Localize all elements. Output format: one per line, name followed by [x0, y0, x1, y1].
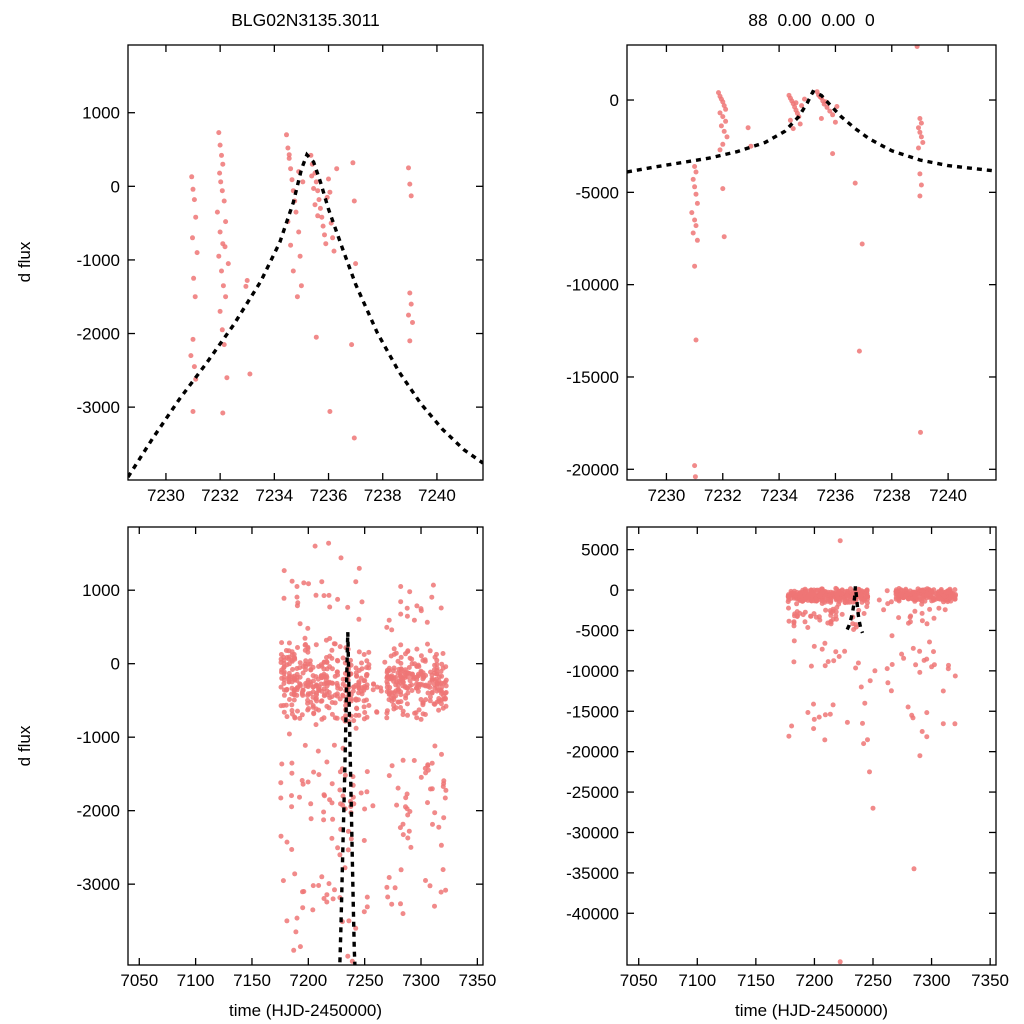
svg-text:-1000: -1000 [77, 251, 120, 270]
svg-text:1000: 1000 [82, 104, 120, 123]
tick-labels: 7050 7100 7150 7200 7250 7300 7350 5000 0 -5000 -1… [566, 541, 1009, 990]
svg-text:7230: 7230 [647, 486, 685, 505]
panel-bottom-right: time (HJD-2450000) 7050 7100 7150 7200 7250 7… [512, 500, 1024, 1024]
svg-text:7250: 7250 [854, 971, 892, 990]
svg-text:7200: 7200 [795, 971, 833, 990]
model-curve [338, 632, 357, 965]
svg-text:7150: 7150 [737, 971, 775, 990]
x-axis-label: time (HJD-2450000) [735, 1001, 888, 1020]
svg-text:7230: 7230 [147, 486, 185, 505]
panel-top-right: 88 0.00 0.00 0 7230 7232 7234 7236 7238 7240 0… [512, 0, 1024, 512]
svg-text:0: 0 [111, 655, 120, 674]
svg-text:-20000: -20000 [566, 743, 619, 762]
y-axis-label: d flux [15, 241, 34, 282]
panel-title: 88 0.00 0.00 0 [748, 10, 875, 30]
svg-text:7100: 7100 [177, 971, 215, 990]
axis-ticks [627, 45, 996, 480]
svg-text:7300: 7300 [402, 971, 440, 990]
svg-text:-10000: -10000 [566, 276, 619, 295]
scatter-plot-bottom-right: time (HJD-2450000) 7050 7100 7150 7200 7250 7… [566, 526, 1009, 1020]
plot-frame [127, 526, 484, 966]
model-curve [627, 89, 996, 174]
svg-text:7350: 7350 [458, 971, 496, 990]
svg-text:-40000: -40000 [566, 904, 619, 923]
svg-text:7236: 7236 [816, 486, 854, 505]
plot-frame [626, 526, 997, 966]
svg-text:-15000: -15000 [566, 368, 619, 387]
x-axis-label: time (HJD-2450000) [229, 1001, 382, 1020]
svg-text:1000: 1000 [82, 581, 120, 600]
svg-text:0: 0 [111, 177, 120, 196]
scatter-points [627, 45, 996, 480]
panel-title: BLG02N3135.3011 [231, 10, 380, 30]
svg-text:-3000: -3000 [77, 875, 120, 894]
svg-text:7232: 7232 [704, 486, 742, 505]
panel-bottom-left: d flux time (HJD-2450000) 7050 7100 7150 72… [0, 500, 512, 1024]
tick-labels: 7050 7100 7150 7200 7250 7300 7350 1000 0 -1000 -2… [77, 581, 497, 990]
svg-text:-1000: -1000 [77, 728, 120, 747]
svg-text:7150: 7150 [233, 971, 271, 990]
axis-ticks [128, 45, 483, 480]
svg-text:7200: 7200 [289, 971, 327, 990]
model-curve [128, 151, 483, 479]
plot-frame [626, 44, 997, 481]
svg-text:7240: 7240 [418, 486, 456, 505]
svg-text:-2000: -2000 [77, 325, 120, 344]
svg-text:-20000: -20000 [566, 460, 619, 479]
svg-text:7050: 7050 [120, 971, 158, 990]
axis-ticks [627, 527, 996, 965]
svg-text:-3000: -3000 [77, 398, 120, 417]
svg-text:-30000: -30000 [566, 824, 619, 843]
svg-text:7100: 7100 [678, 971, 716, 990]
svg-text:-15000: -15000 [566, 702, 619, 721]
scatter-points [785, 538, 958, 965]
svg-text:7050: 7050 [620, 971, 658, 990]
tick-labels: 7230 7232 7234 7236 7238 7240 0 -5000 -10000 -150… [566, 91, 967, 505]
scatter-plot-top-left: BLG02N3135.3011 d flux 7230 7232 7234 7236 7… [15, 10, 484, 505]
svg-text:-10000: -10000 [566, 662, 619, 681]
svg-text:7234: 7234 [760, 486, 798, 505]
plot-frame [127, 44, 484, 481]
svg-text:-35000: -35000 [566, 864, 619, 883]
svg-text:-2000: -2000 [77, 802, 120, 821]
model-curve [845, 586, 865, 634]
scatter-plot-bottom-left: d flux time (HJD-2450000) 7050 7100 7150 72… [15, 526, 497, 1020]
svg-text:7238: 7238 [364, 486, 402, 505]
svg-text:7300: 7300 [913, 971, 951, 990]
svg-text:7240: 7240 [929, 486, 967, 505]
svg-text:7238: 7238 [873, 486, 911, 505]
panel-top-left: BLG02N3135.3011 d flux 7230 7232 7234 7236 7… [0, 0, 512, 512]
svg-text:7236: 7236 [310, 486, 348, 505]
axis-ticks [128, 527, 483, 965]
tick-labels: 7230 7232 7234 7236 7238 7240 1000 0 -1000 -2000 -… [77, 104, 456, 505]
svg-text:-25000: -25000 [566, 783, 619, 802]
svg-text:-5000: -5000 [576, 183, 619, 202]
svg-text:0: 0 [610, 91, 619, 110]
svg-text:0: 0 [610, 581, 619, 600]
scatter-points [278, 540, 449, 965]
y-axis-label: d flux [15, 725, 34, 766]
svg-text:7350: 7350 [971, 971, 1009, 990]
svg-text:7250: 7250 [346, 971, 384, 990]
svg-text:5000: 5000 [581, 541, 619, 560]
svg-text:7232: 7232 [201, 486, 239, 505]
svg-text:-5000: -5000 [576, 621, 619, 640]
scatter-plot-top-right: 88 0.00 0.00 0 7230 7232 7234 7236 7238 7240 0… [566, 10, 997, 505]
svg-text:7234: 7234 [255, 486, 293, 505]
scatter-points [128, 130, 483, 479]
